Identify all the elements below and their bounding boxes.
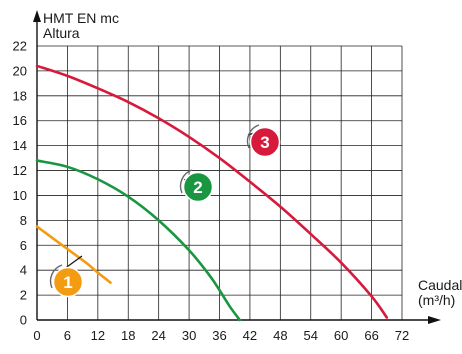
x-axis-arrow-icon (428, 316, 441, 324)
badge-3-label: 3 (260, 133, 269, 152)
x-tick-label: 66 (364, 328, 378, 343)
x-tick-label: 36 (212, 328, 226, 343)
series-lines (35, 64, 389, 322)
x-tick-label: 30 (182, 328, 196, 343)
y-tick-label: 10 (13, 188, 27, 203)
x-tick-label: 6 (64, 328, 71, 343)
y-tick-label: 22 (13, 39, 27, 54)
x-tick-label: 0 (33, 328, 40, 343)
y-tick-label: 20 (13, 63, 27, 78)
x-tick-label: 48 (273, 328, 287, 343)
badge-1-shadow (49, 264, 63, 289)
y-tick-label: 2 (20, 288, 27, 303)
x-tick-label: 42 (243, 328, 257, 343)
x-tick-label: 72 (395, 328, 409, 343)
series-1-line (35, 225, 112, 284)
x-axis-title-line-2: (m³/h) (418, 292, 455, 308)
series-badges: 1 2 3 (49, 124, 281, 298)
y-tick-label: 16 (13, 113, 27, 128)
y-axis-title-line-2: Altura (43, 25, 80, 41)
axes (33, 10, 441, 324)
series-2-line (35, 159, 242, 322)
series-3-line (35, 64, 389, 319)
x-axis-title-line-1: Caudal (418, 277, 462, 293)
badge-3-shadow (246, 124, 260, 149)
x-tick-label: 24 (151, 328, 165, 343)
y-axis-title-line-1: HMT EN mc (43, 10, 119, 26)
y-tick-label: 0 (20, 313, 27, 328)
y-tick-labels: 0 2 4 6 8 10 12 14 16 18 20 22 (13, 39, 27, 328)
y-tick-label: 18 (13, 88, 27, 103)
badge-2-shadow (179, 169, 193, 194)
badge-1-label: 1 (63, 273, 72, 292)
y-tick-label: 4 (20, 263, 27, 278)
y-axis-arrow-icon (33, 10, 41, 22)
y-tick-label: 8 (20, 213, 27, 228)
badge-3-circle (249, 126, 281, 158)
badge-1-circle (52, 266, 84, 298)
x-tick-labels: 0 6 12 18 24 30 36 42 48 54 60 66 72 (33, 328, 409, 343)
x-tick-label: 12 (91, 328, 105, 343)
x-tick-label: 18 (121, 328, 135, 343)
grid (37, 45, 403, 320)
x-tick-label: 60 (334, 328, 348, 343)
badge-2-circle (182, 171, 214, 203)
x-tick-label: 54 (304, 328, 318, 343)
badge-2-label: 2 (193, 178, 202, 197)
y-tick-label: 12 (13, 163, 27, 178)
y-tick-label: 6 (20, 238, 27, 253)
y-tick-label: 14 (13, 138, 27, 153)
